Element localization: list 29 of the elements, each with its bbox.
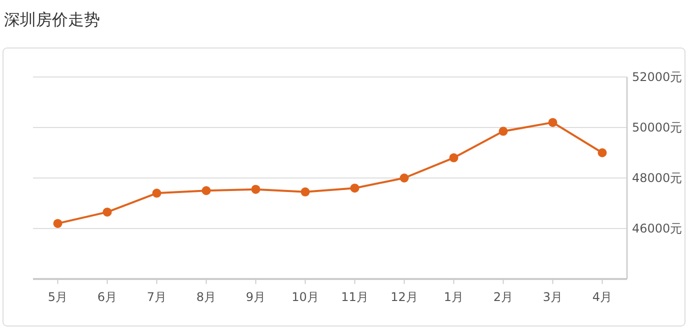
x-tick-label: 10月	[292, 290, 319, 304]
y-tick-label: 52000元	[632, 70, 682, 84]
point	[400, 174, 409, 182]
x-tick-label: 8月	[196, 290, 216, 304]
y-tick-label: 50000元	[632, 120, 682, 134]
x-tick-label: 3月	[542, 290, 563, 304]
y-tick-label: 48000元	[632, 171, 682, 185]
point	[251, 184, 260, 194]
point	[548, 118, 558, 127]
point	[53, 218, 62, 228]
chart-title: 深圳房价走势	[4, 10, 100, 29]
x-tick-label: 12月	[390, 290, 418, 304]
x-tick-label: 5月	[48, 290, 68, 304]
x-tick-label: 2月	[493, 290, 514, 304]
point	[102, 208, 112, 217]
x-tick-label: 7月	[146, 290, 167, 304]
point	[152, 188, 162, 198]
x-tick-label: 1月	[444, 290, 464, 304]
x-tick-label: 9月	[246, 290, 266, 304]
x-tick-label: 6月	[97, 290, 118, 304]
point	[202, 186, 211, 196]
point	[498, 126, 508, 136]
point	[449, 153, 458, 162]
point	[350, 184, 360, 193]
x-tick-label: 4月	[592, 290, 612, 304]
point	[300, 187, 310, 196]
point	[598, 148, 607, 158]
y-tick-label: 46000元	[632, 222, 682, 236]
x-tick-label: 11月	[341, 290, 368, 304]
